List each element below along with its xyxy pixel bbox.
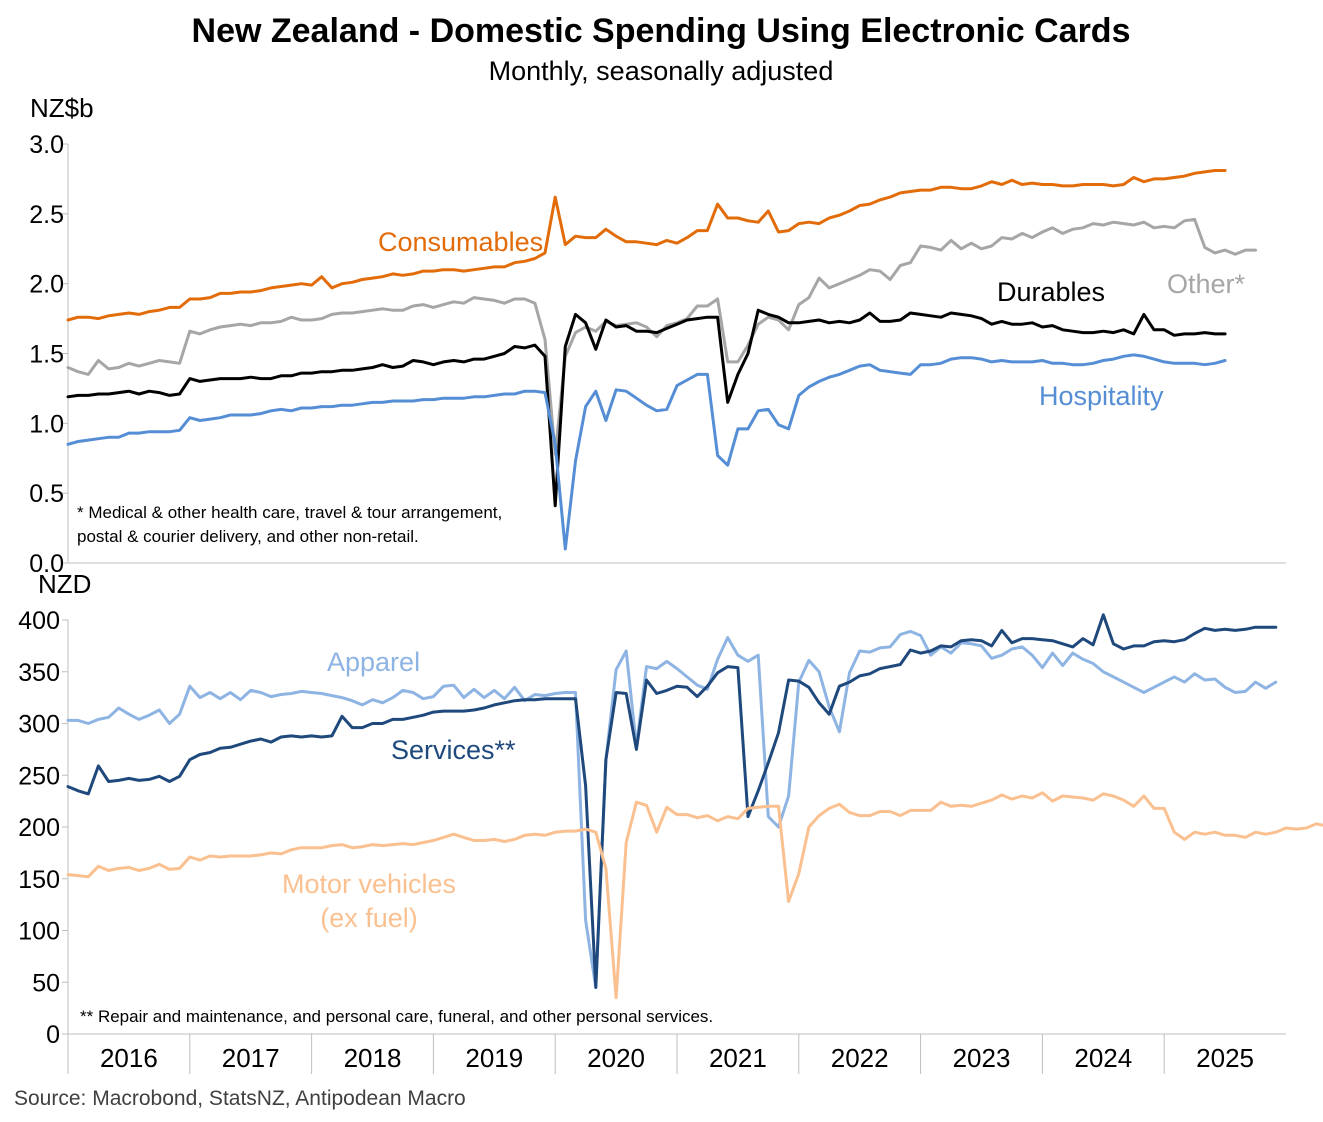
bottom-y-tick-label: 250 [18,762,60,790]
top-y-tick-label: 0.5 [29,480,64,508]
top-footnote-line-1: * Medical & other health care, travel & … [77,503,502,522]
x-tick-label: 2020 [587,1043,645,1073]
top-footnote-line-2: postal & courier delivery, and other non… [77,527,419,546]
top-y-tick-label: 3.0 [29,131,64,159]
bottom-footnote: ** Repair and maintenance, and personal … [80,1007,713,1026]
top-y-tick-label: 2.0 [29,271,64,299]
top-y-tick-label: 2.5 [29,201,64,229]
bottom-y-tick-label: 150 [18,866,60,894]
bottom-y-axis: 0 50 100 150 200 250 300 350 400 [18,607,68,1049]
bottom-unit-label: NZD [38,569,91,599]
label-motor-vehicles-line-1: Motor vehicles [282,869,456,899]
label-consumables: Consumables [378,227,543,257]
top-unit-label: NZ$b [30,93,94,123]
x-tick-label: 2024 [1074,1043,1132,1073]
chart-title: New Zealand - Domestic Spending Using El… [192,12,1131,50]
label-apparel: Apparel [327,647,420,677]
x-tick-label: 2022 [831,1043,889,1073]
label-motor-vehicles-line-2: (ex fuel) [320,903,418,933]
top-panel: NZ$b 0.0 0.5 1.0 1.5 2.0 2.5 3.0 Consumables D… [29,93,1286,578]
series-line-apparel [66,629,1278,989]
x-tick-label: 2019 [465,1043,523,1073]
series-line-consumables [66,169,1227,322]
bottom-y-tick-label: 50 [32,969,60,997]
bottom-y-tick-label: 300 [18,711,60,739]
bottom-series-group [66,613,1323,1000]
x-tick-label: 2017 [222,1043,280,1073]
series-line-other [66,217,1257,456]
bottom-panel: NZD 0 50 100 150 200 250 300 350 400 Apparel Ser… [18,569,1323,1074]
x-tick-label: 2021 [709,1043,767,1073]
x-tick-label: 2018 [344,1043,402,1073]
label-durables: Durables [997,277,1105,307]
x-tick-label: 2023 [953,1043,1011,1073]
source-note: Source: Macrobond, StatsNZ, Antipodean M… [14,1087,466,1110]
top-y-axis: 0.0 0.5 1.0 1.5 2.0 2.5 3.0 [29,131,68,578]
label-services: Services** [391,735,516,765]
top-y-tick-label: 0.0 [29,550,64,578]
label-other: Other* [1167,269,1246,299]
x-tick-label: 2025 [1196,1043,1254,1073]
bottom-y-tick-label: 0 [46,1021,60,1049]
series-line-hospitality [66,353,1227,551]
bottom-y-tick-label: 350 [18,659,60,687]
bottom-y-tick-label: 400 [18,607,60,635]
top-series-group [66,169,1257,551]
bottom-y-tick-label: 200 [18,814,60,842]
top-y-tick-label: 1.5 [29,341,64,369]
x-tick-label: 2016 [100,1043,158,1073]
chart-subtitle: Monthly, seasonally adjusted [489,56,834,86]
series-line-services [66,613,1278,989]
x-axis: 2016 2017 2018 2019 2020 2021 2022 2023 2024 2025 [67,1034,1254,1074]
series-line-motor-vehicles [66,791,1323,1000]
series-line-durables [66,308,1227,508]
top-y-tick-label: 1.0 [29,410,64,438]
bottom-y-tick-label: 100 [18,918,60,946]
label-hospitality: Hospitality [1039,381,1164,411]
